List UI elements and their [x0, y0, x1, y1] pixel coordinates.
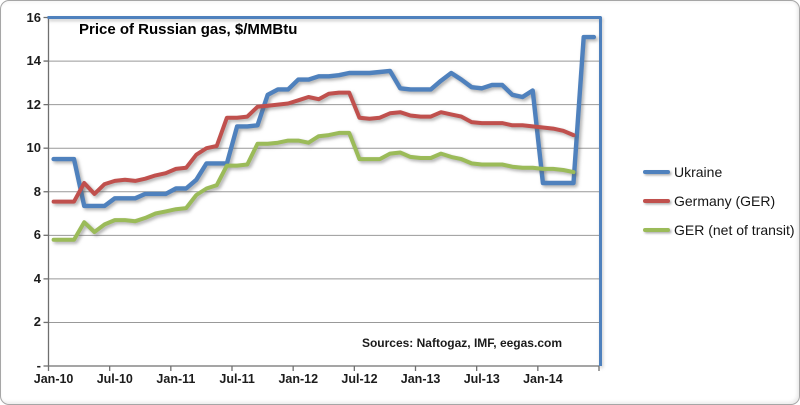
- y-axis-tick-label: 4: [33, 270, 41, 286]
- x-axis-tick-label: Jul-10: [96, 372, 133, 386]
- legend: Ukraine Germany (GER) GER (net of transi…: [643, 162, 795, 249]
- x-axis-tick-label: Jul-12: [341, 372, 378, 386]
- chart-title: Price of Russian gas, $/MMBtu: [79, 21, 298, 38]
- y-axis-tick-label: -: [36, 358, 41, 373]
- series-line-germany-ger: [51, 90, 576, 204]
- legend-item-ukraine: Ukraine: [643, 162, 795, 182]
- x-axis-tick-label: Jan-11: [156, 372, 196, 386]
- y-axis-tick-label: 8: [33, 183, 41, 199]
- x-axis-tick-label: Jul-11: [219, 372, 255, 386]
- y-axis-tick-label: 2: [33, 314, 41, 330]
- y-axis-tick-label: 12: [26, 96, 41, 112]
- legend-label: Ukraine: [674, 164, 723, 180]
- ukraine-line-swatch-icon: [643, 169, 670, 175]
- x-axis-tick-label: Jan-12: [278, 372, 319, 386]
- x-axis-tick-label: Jan-14: [523, 372, 563, 386]
- x-axis-tick-label: Jul-13: [463, 372, 500, 386]
- y-axis-tick-label: 14: [26, 53, 41, 69]
- source-note: Sources: Naftogaz, IMF, eegas.com: [361, 336, 562, 350]
- series-line-ger-net-of-transit: [51, 130, 576, 242]
- x-axis-tick-label: Jan-10: [33, 372, 74, 386]
- germany-line-swatch-icon: [643, 198, 670, 204]
- y-axis-tick-label: 10: [26, 140, 41, 156]
- y-axis-tick-label: 16: [26, 9, 41, 25]
- y-axis-tick-label: 6: [33, 227, 41, 243]
- legend-item-germany: Germany (GER): [643, 191, 795, 211]
- legend-label: GER (net of transit): [674, 222, 795, 238]
- series-line-ukraine: [51, 34, 597, 209]
- ger-net-line-swatch-icon: [643, 227, 670, 233]
- x-axis-tick-label: Jan-13: [400, 372, 441, 386]
- legend-label: Germany (GER): [674, 193, 776, 209]
- legend-item-ger-net: GER (net of transit): [643, 220, 795, 240]
